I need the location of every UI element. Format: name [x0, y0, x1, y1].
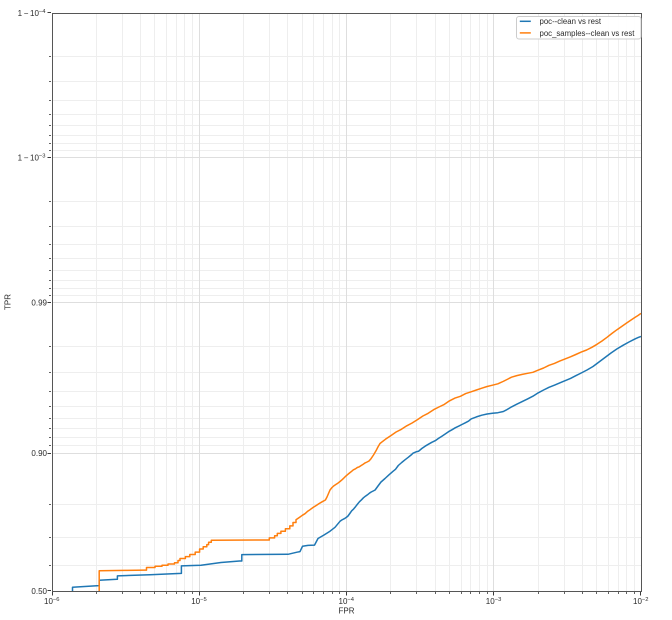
svg-text:10−2: 10−2 [633, 597, 649, 606]
svg-text:poc--clean vs rest: poc--clean vs rest [540, 17, 602, 26]
svg-text:10−4: 10−4 [339, 597, 355, 606]
svg-text:1 − 10−3: 1 − 10−3 [18, 154, 47, 163]
svg-text:0.99: 0.99 [31, 299, 47, 308]
svg-text:10−5: 10−5 [191, 597, 207, 606]
svg-text:10−6: 10−6 [44, 597, 60, 606]
svg-text:0.90: 0.90 [31, 449, 47, 458]
svg-text:FPR: FPR [339, 606, 355, 615]
svg-text:10−3: 10−3 [486, 597, 502, 606]
svg-text:poc_samples--clean vs rest: poc_samples--clean vs rest [540, 29, 636, 38]
svg-text:TPR: TPR [4, 294, 13, 310]
svg-text:0.50: 0.50 [31, 587, 47, 596]
svg-text:1 − 10−4: 1 − 10−4 [18, 9, 47, 18]
